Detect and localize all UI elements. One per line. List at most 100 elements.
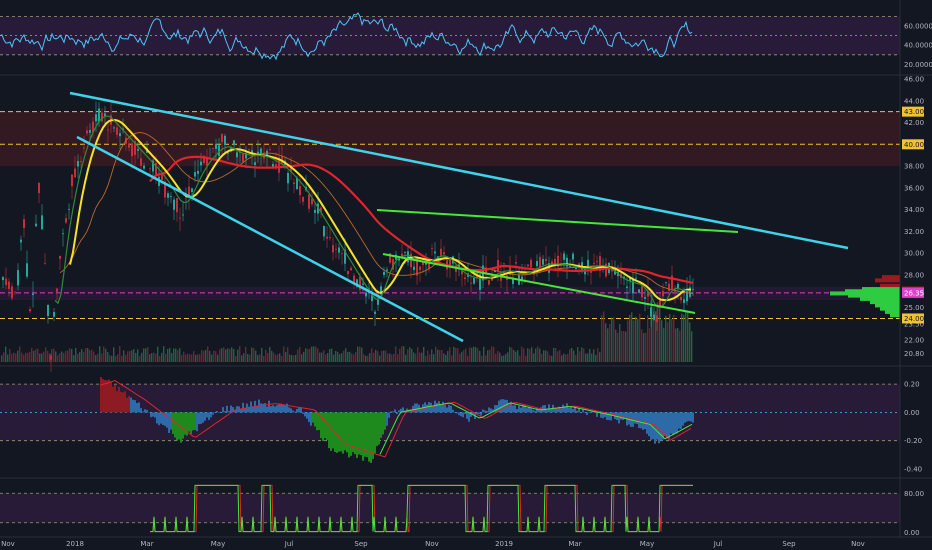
- volume-bar: [199, 354, 201, 362]
- osc-histogram-bar: [154, 412, 156, 418]
- volume-bar: [35, 349, 37, 362]
- osc-histogram-bar: [346, 412, 348, 453]
- osc-histogram-bar: [436, 402, 438, 413]
- volume-bar: [347, 351, 349, 362]
- osc-histogram-bar: [490, 408, 492, 413]
- candle-body: [566, 257, 568, 267]
- osc-histogram-bar: [274, 406, 276, 413]
- osc-histogram-bar: [184, 412, 186, 435]
- rsi-tick-label: 60.0000: [904, 23, 932, 31]
- volume-bar: [241, 355, 243, 362]
- volume-bar: [633, 320, 635, 362]
- volume-bar: [369, 353, 371, 362]
- candle-body: [428, 261, 430, 270]
- osc-histogram-bar: [442, 401, 444, 413]
- volume-bar: [511, 347, 513, 362]
- volume-bar: [245, 346, 247, 362]
- volume-bar: [31, 347, 33, 362]
- volume-bar: [689, 322, 691, 362]
- supply-zone: [0, 111, 900, 167]
- volume-bar: [173, 348, 175, 362]
- osc-histogram-bar: [456, 412, 458, 414]
- candle-body: [662, 291, 664, 297]
- volume-bar: [145, 348, 147, 362]
- volume-bar: [575, 354, 577, 362]
- osc-histogram-bar: [440, 404, 442, 413]
- osc-histogram-bar: [168, 412, 170, 433]
- volume-bar: [527, 348, 529, 362]
- osc-histogram-bar: [606, 412, 608, 420]
- stochastic-pane[interactable]: [0, 484, 900, 533]
- osc-histogram-bar: [664, 412, 666, 436]
- volume-bar: [431, 349, 433, 362]
- osc-histogram-bar: [344, 412, 346, 451]
- candle-body: [119, 133, 121, 137]
- volume-bar: [11, 353, 13, 362]
- osc-histogram-bar: [624, 412, 626, 419]
- volume-bar: [287, 347, 289, 362]
- candle-body: [635, 277, 637, 279]
- candle-body: [374, 311, 376, 314]
- volume-bar: [331, 348, 333, 362]
- volume-bar: [83, 351, 85, 362]
- candle-body: [173, 199, 175, 210]
- candle-body: [62, 233, 64, 235]
- volume-bar: [295, 354, 297, 362]
- osc-histogram-bar: [372, 412, 374, 459]
- osc-histogram-bar: [242, 402, 244, 413]
- osc-histogram-bar: [650, 412, 652, 440]
- time-axis-label: May: [211, 540, 225, 548]
- candle-body: [2, 276, 4, 281]
- osc-histogram-bar: [298, 407, 300, 413]
- osc-histogram-bar: [654, 412, 656, 444]
- volume-bar: [517, 350, 519, 362]
- volume-bar: [147, 347, 149, 362]
- volume-bar: [59, 353, 61, 362]
- candle-body: [143, 165, 145, 169]
- candle-body: [179, 217, 181, 219]
- price-pane[interactable]: [0, 91, 900, 372]
- osc-histogram-bar: [578, 408, 580, 413]
- candle-body: [569, 266, 571, 267]
- oscillator-pane[interactable]: [0, 377, 900, 463]
- price-axis[interactable]: 60.0000 40.0000 20.0000 46.00 44.00 42.00 38.0…: [902, 23, 932, 538]
- candle-body: [170, 196, 172, 198]
- time-axis-label: Jul: [284, 540, 294, 548]
- osc-histogram-bar: [204, 412, 206, 421]
- osc-histogram-bar: [682, 412, 684, 426]
- osc-histogram-bar: [218, 412, 220, 413]
- volume-bar: [405, 354, 407, 362]
- candle-body: [278, 157, 280, 173]
- osc-histogram-bar: [394, 409, 396, 413]
- volume-bar: [41, 353, 43, 362]
- osc-histogram-bar: [374, 412, 376, 454]
- osc-histogram-bar: [398, 410, 400, 413]
- volume-bar: [55, 351, 57, 362]
- candle-body: [665, 282, 667, 284]
- osc-histogram-bar: [432, 405, 434, 413]
- candle-body: [293, 182, 295, 184]
- candle-body: [434, 251, 436, 254]
- price-tick-label: 42.00: [904, 119, 924, 127]
- volume-bar: [111, 355, 113, 362]
- time-axis[interactable]: Nov 2018 Mar May Jul Sep Nov 2019 Mar May Jul Sep No…: [1, 540, 865, 548]
- candle-body: [50, 355, 52, 360]
- osc-histogram-bar: [278, 403, 280, 413]
- rsi-pane[interactable]: [0, 12, 900, 61]
- volume-bar: [225, 349, 227, 362]
- candle-body: [8, 281, 10, 290]
- osc-histogram-bar: [468, 412, 470, 422]
- volume-bar: [261, 347, 263, 362]
- osc-histogram-bar: [302, 412, 304, 414]
- volume-bar: [195, 354, 197, 362]
- volume-bar: [415, 353, 417, 362]
- volume-bar: [305, 348, 307, 362]
- volume-bar: [219, 349, 221, 362]
- candle-body: [77, 160, 79, 167]
- osc-histogram-bar: [402, 407, 404, 413]
- candle-body: [245, 152, 247, 159]
- volume-bar: [437, 349, 439, 362]
- volume-bar: [213, 350, 215, 362]
- volume-bar: [85, 348, 87, 362]
